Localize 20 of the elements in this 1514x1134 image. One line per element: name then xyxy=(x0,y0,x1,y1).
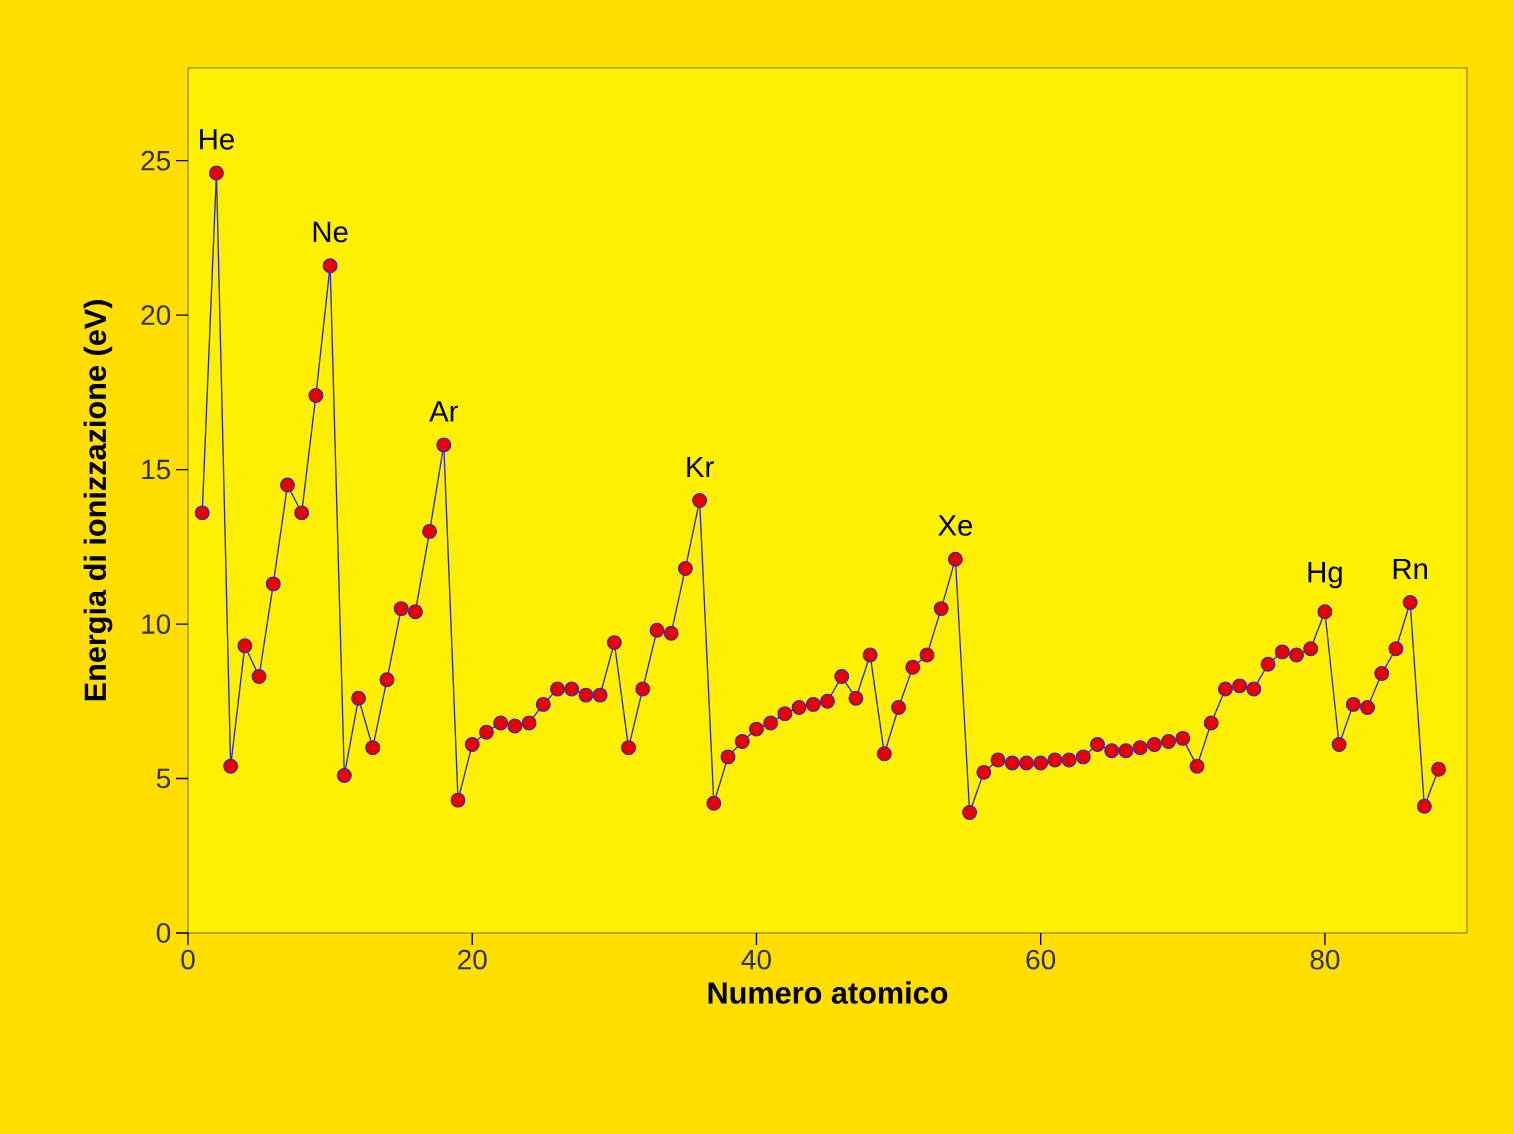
annotation: He xyxy=(200,129,234,150)
x-tick-label: 20 xyxy=(458,949,487,970)
y-tick-label: 0 xyxy=(156,923,171,943)
annotation: Ar xyxy=(429,401,458,422)
annotation: Kr xyxy=(687,456,714,478)
y-tick-label: 10 xyxy=(142,614,171,634)
y-tick-label: 20 xyxy=(141,305,171,326)
annotation: Rn xyxy=(1393,558,1427,580)
annotation: Xe xyxy=(938,515,973,536)
x-tick-label: 0 xyxy=(181,949,195,970)
y-tick-label: 5 xyxy=(156,768,171,789)
x-tick-label: 60 xyxy=(1026,949,1056,970)
x-axis-title: Numero atomico xyxy=(708,981,948,1004)
y-tick-label: 15 xyxy=(142,459,171,480)
y-tick-label: 25 xyxy=(141,150,171,171)
x-tick-label: 80 xyxy=(1310,949,1340,970)
annotation: Ne xyxy=(313,221,348,243)
x-tick-label: 40 xyxy=(741,949,771,970)
annotation: Hg xyxy=(1308,562,1342,589)
y-axis-title: Energia di ionizzazione (eV) xyxy=(83,300,113,701)
